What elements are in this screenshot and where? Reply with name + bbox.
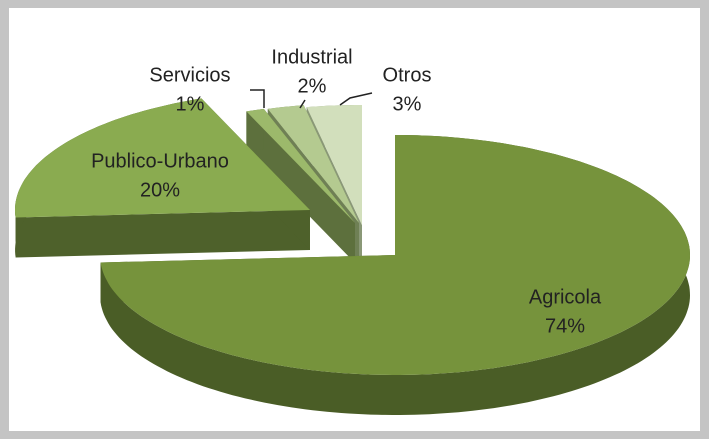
pie — [15, 98, 691, 415]
slice-value-label: 1% — [176, 93, 205, 115]
slice-value-label: 20% — [140, 179, 180, 201]
slice-label: Otros — [383, 64, 432, 86]
slice — [246, 108, 355, 223]
labels: Agricola 74% Publico-Urbano 20% Servicios 1% I… — [91, 46, 602, 337]
leader-line — [250, 89, 265, 108]
leader-lines — [250, 89, 373, 109]
leader-line — [339, 92, 373, 106]
slice — [267, 105, 359, 223]
slice-wall — [15, 210, 310, 258]
slice-label: Agricola — [529, 286, 602, 308]
slice-label: Industrial — [271, 46, 352, 68]
slice — [15, 98, 310, 218]
slice-value-label: 74% — [545, 315, 585, 337]
leader-line — [299, 99, 306, 109]
slice-value-label: 3% — [393, 93, 422, 115]
slice-label: Publico-Urbano — [91, 150, 229, 172]
slice — [306, 105, 362, 225]
slice-label: Servicios — [149, 64, 230, 86]
slice-value-label: 2% — [298, 75, 327, 97]
slice — [100, 135, 691, 375]
